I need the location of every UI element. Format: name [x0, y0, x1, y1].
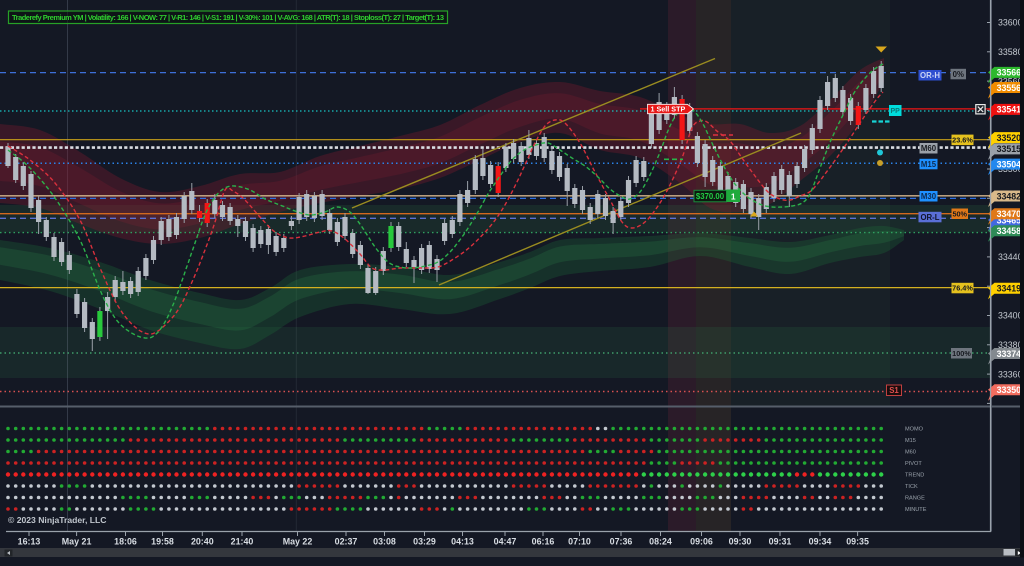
svg-text:07:10: 07:10	[568, 537, 591, 547]
svg-text:TICK: TICK	[905, 484, 918, 490]
svg-text:18:06: 18:06	[114, 537, 137, 547]
svg-text:PP: PP	[891, 108, 901, 115]
svg-text:33482: 33482	[997, 191, 1022, 201]
svg-text:33566: 33566	[997, 68, 1022, 78]
svg-text:33541: 33541	[997, 105, 1022, 115]
svg-text:MOMO: MOMO	[905, 427, 924, 433]
svg-text:03:08: 03:08	[373, 537, 396, 547]
svg-text:M60: M60	[921, 144, 937, 153]
svg-text:33470: 33470	[997, 209, 1022, 219]
svg-text:$370.00: $370.00	[696, 192, 725, 201]
svg-text:20:40: 20:40	[191, 537, 214, 547]
svg-text:02:37: 02:37	[335, 537, 358, 547]
svg-text:04:47: 04:47	[494, 537, 517, 547]
svg-text:OR-H: OR-H	[920, 71, 940, 80]
svg-text:06:16: 06:16	[532, 537, 555, 547]
svg-text:09:34: 09:34	[809, 537, 832, 547]
svg-text:M15: M15	[905, 438, 916, 444]
svg-text:33419: 33419	[997, 284, 1022, 294]
svg-text:09:31: 09:31	[769, 537, 792, 547]
svg-text:1 Sell STP: 1 Sell STP	[651, 105, 686, 114]
svg-text:21:40: 21:40	[231, 537, 254, 547]
svg-text:33515: 33515	[997, 144, 1022, 154]
svg-text:May 21: May 21	[62, 537, 92, 547]
svg-text:Traderefy Premium YM | Volatil: Traderefy Premium YM | Volatility: 166 |…	[12, 13, 444, 22]
svg-text:23.6%: 23.6%	[952, 135, 973, 144]
svg-text:33458: 33458	[997, 226, 1022, 236]
svg-text:OR-L: OR-L	[920, 213, 939, 222]
svg-text:S1: S1	[889, 386, 899, 395]
svg-text:50%: 50%	[952, 209, 967, 218]
svg-text:33556: 33556	[997, 83, 1022, 93]
svg-text:08:24: 08:24	[649, 537, 672, 547]
svg-text:33504: 33504	[997, 159, 1022, 169]
svg-text:09:35: 09:35	[846, 537, 869, 547]
svg-text:33520: 33520	[997, 133, 1022, 143]
svg-text:33400: 33400	[998, 311, 1023, 321]
svg-text:PIVOT: PIVOT	[905, 461, 922, 467]
svg-text:100%: 100%	[952, 349, 971, 358]
svg-text:33380: 33380	[998, 340, 1023, 350]
svg-text:33580: 33580	[998, 47, 1023, 57]
svg-text:04:13: 04:13	[451, 537, 474, 547]
svg-text:RANGE: RANGE	[905, 496, 925, 502]
svg-text:33440: 33440	[998, 252, 1023, 262]
svg-text:19:58: 19:58	[151, 537, 174, 547]
svg-text:M60: M60	[905, 450, 916, 456]
svg-text:0%: 0%	[953, 70, 964, 79]
svg-text:09:30: 09:30	[729, 537, 752, 547]
svg-text:09:06: 09:06	[690, 537, 713, 547]
svg-text:03:29: 03:29	[413, 537, 436, 547]
svg-text:© 2023 NinjaTrader, LLC: © 2023 NinjaTrader, LLC	[8, 515, 107, 525]
svg-text:33560: 33560	[998, 76, 1023, 86]
svg-text:33600: 33600	[998, 18, 1023, 28]
svg-text:76.4%: 76.4%	[952, 284, 973, 293]
svg-text:33350: 33350	[997, 385, 1022, 395]
svg-text:33374: 33374	[997, 349, 1022, 359]
svg-text:TREND: TREND	[905, 473, 924, 479]
svg-text:May 22: May 22	[283, 537, 313, 547]
svg-text:16:13: 16:13	[18, 537, 41, 547]
svg-text:M15: M15	[921, 160, 937, 169]
svg-text:M30: M30	[921, 192, 937, 201]
svg-text:1: 1	[731, 191, 736, 201]
svg-text:MINUTE: MINUTE	[905, 507, 927, 513]
svg-text:33360: 33360	[998, 369, 1023, 379]
svg-text:33465: 33465	[997, 215, 1022, 225]
svg-text:07:36: 07:36	[610, 537, 633, 547]
